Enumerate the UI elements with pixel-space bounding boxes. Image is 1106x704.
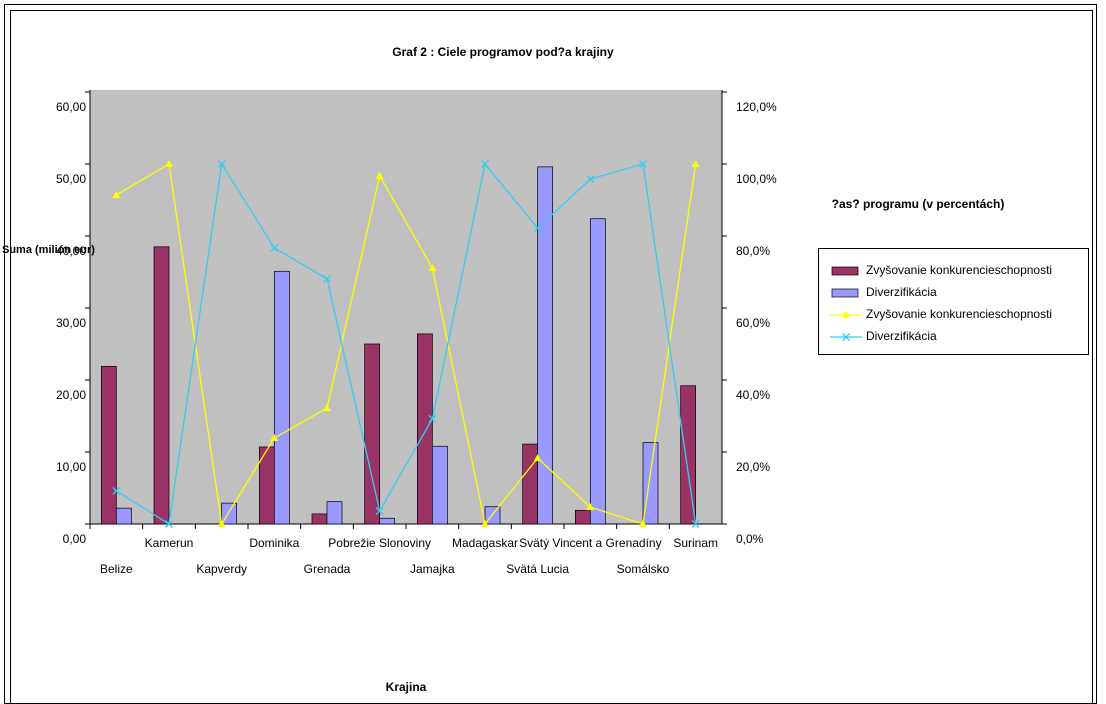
- line-marker: [112, 486, 121, 495]
- line-marker: [428, 264, 437, 272]
- line-marker: [375, 507, 384, 515]
- legend-label: Diverzifikácia: [866, 329, 937, 343]
- line-marker: [375, 171, 384, 179]
- y2-axis-label: ?as? programu (v percentách): [832, 197, 1005, 211]
- legend-label: Diverzifikácia: [866, 285, 937, 299]
- line: [116, 162, 697, 526]
- y-tick-label: 20,00: [56, 388, 86, 402]
- y-tick-label: 10,00: [56, 460, 86, 474]
- y-axis-label: Suma (milión eur): [2, 244, 95, 256]
- legend-swatch: [831, 266, 859, 276]
- bar: [416, 333, 433, 525]
- legend-swatch: [831, 288, 859, 298]
- line-marker: [481, 520, 489, 527]
- line-marker: [270, 243, 279, 252]
- x-tick-label: Pobrežie Slonoviny: [328, 536, 431, 550]
- y-tick-label: 60,00: [56, 100, 86, 114]
- legend-label: Zvyšovanie konkurencieschopnosti: [866, 263, 1052, 277]
- bar: [379, 517, 396, 525]
- bar: [522, 443, 539, 525]
- plot-area: [90, 90, 722, 524]
- line-marker: [842, 311, 850, 318]
- line-marker: [639, 160, 647, 168]
- bar: [100, 365, 117, 525]
- bar: [311, 513, 328, 525]
- line-marker: [533, 454, 542, 462]
- x-tick-label: Somálsko: [617, 562, 670, 576]
- x-axis-label: Krajina: [386, 680, 427, 694]
- y2-tick-label: 40,0%: [736, 388, 770, 402]
- line-marker: [691, 160, 700, 167]
- line-marker: [586, 175, 595, 184]
- y-tick-label: 0,00: [63, 532, 87, 546]
- legend-label: Zvyšovanie konkurencieschopnosti: [866, 307, 1052, 321]
- bar: [537, 166, 554, 525]
- x-tick-label: Madagaskar: [452, 536, 518, 550]
- legend: [818, 248, 1089, 355]
- bar: [115, 507, 132, 525]
- x-tick-label: Grenada: [304, 562, 351, 576]
- bar: [431, 445, 448, 525]
- bar: [153, 246, 170, 525]
- x-tick-label: Svätá Lucia: [506, 562, 569, 576]
- y-tick-label: 50,00: [56, 172, 86, 186]
- x-tick-label: Kamerun: [145, 536, 194, 550]
- x-tick-label: Jamajka: [410, 562, 455, 576]
- bar: [574, 509, 591, 525]
- bar: [326, 501, 343, 525]
- y-tick-label: 40,00: [56, 244, 86, 258]
- y2-tick-label: 0,0%: [736, 532, 764, 546]
- line-marker: [112, 190, 121, 198]
- line-marker: [533, 224, 542, 233]
- bar: [642, 442, 659, 525]
- y2-tick-label: 120,0%: [736, 100, 777, 114]
- line-marker: [586, 503, 595, 511]
- line-marker: [428, 414, 437, 423]
- line-marker: [165, 520, 173, 528]
- bar: [273, 270, 290, 525]
- x-tick-label: Surinam: [673, 536, 718, 550]
- line-marker: [165, 160, 173, 167]
- line-marker: [270, 433, 279, 441]
- x-tick-label: Dominika: [249, 536, 299, 550]
- y2-tick-label: 80,0%: [736, 244, 770, 258]
- bar: [680, 385, 697, 525]
- bar: [364, 343, 381, 525]
- line-marker: [323, 274, 331, 283]
- x-tick-label: Belize: [100, 562, 133, 576]
- line-marker: [691, 520, 700, 528]
- line-marker: [217, 520, 226, 527]
- line-marker: [842, 333, 850, 341]
- chart-title: Graf 2 : Ciele programov pod?a krajiny: [392, 45, 614, 59]
- y2-tick-label: 60,0%: [736, 316, 770, 330]
- x-tick-label: Svätý Vincent a Grenadíny: [519, 536, 662, 550]
- line-marker: [217, 160, 226, 168]
- x-tick-label: Kapverdy: [196, 562, 247, 576]
- line-marker: [639, 520, 647, 527]
- y2-tick-label: 20,0%: [736, 460, 770, 474]
- line-marker: [323, 404, 331, 412]
- line-marker: [481, 160, 489, 168]
- y2-tick-label: 100,0%: [736, 172, 777, 186]
- bar: [589, 218, 606, 525]
- line: [115, 162, 697, 526]
- y-tick-label: 30,00: [56, 316, 86, 330]
